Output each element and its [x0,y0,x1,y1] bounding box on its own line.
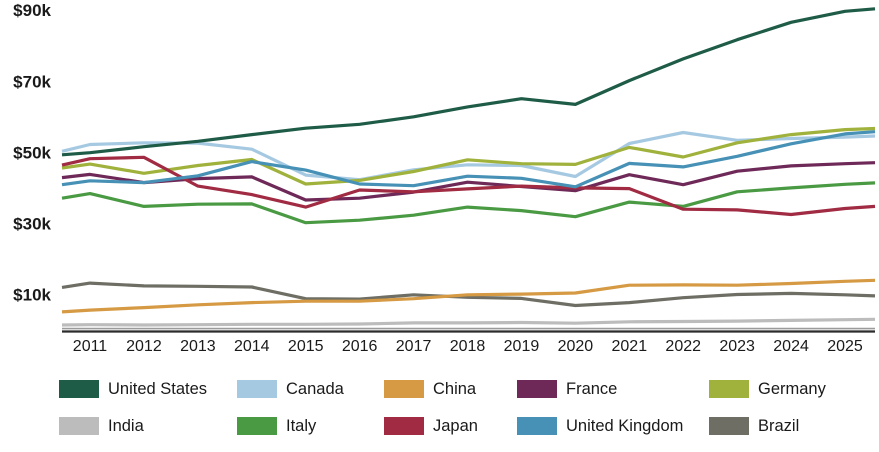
line-brazil [61,281,876,308]
line-germany [61,126,876,186]
x-axis-tick-label-2013: 2013 [180,338,216,355]
x-axis-tick-label-2016: 2016 [342,338,378,355]
x-axis-tick-label-2011: 2011 [73,338,108,355]
y-axis-tick-label-30k: $30k [13,214,51,233]
y-axis-tick-label-50k: $50k [13,143,51,162]
gdp-line-chart-svg: $10k $30k $50k $70k $90k 2011 2012 2013 2014 2015… [13,1,876,355]
x-axis-tick-label-2015: 2015 [288,338,324,355]
line-italy [61,181,876,225]
legend-label-germany: Germany [758,380,826,398]
legend-label-china: China [433,380,477,398]
x-axis-tick-label-2025: 2025 [827,338,863,355]
x-axis-tick-label-2019: 2019 [504,338,540,355]
legend-swatch-japan [384,417,424,435]
legend-item-germany: Germany [709,379,826,399]
legend-swatch-india [59,417,99,435]
line-united-kingdom [61,130,876,189]
legend-label-united-kingdom: United Kingdom [566,417,684,435]
x-axis-tick-label-2018: 2018 [450,338,486,355]
legend-item-brazil: Brazil [709,416,799,436]
y-axis-tick-label-10k: $10k [13,285,51,304]
line-france [61,161,876,202]
x-axis-tick-label-2022: 2022 [665,338,701,355]
legend-swatch-united-kingdom [517,417,557,435]
line-china [61,278,876,314]
legend-item-united-kingdom: United Kingdom [517,416,683,436]
legend-label-india: India [108,417,144,435]
x-axis-tick-label-2020: 2020 [558,338,594,355]
legend-label-italy: Italy [286,417,317,435]
legend-label-canada: Canada [286,380,344,398]
line-india [61,317,876,327]
x-axis-tick-label-2014: 2014 [234,338,270,355]
legend-swatch-china [384,380,424,398]
legend-item-canada: Canada [237,379,344,399]
x-axis-tick-label-2021: 2021 [612,338,648,355]
legend-swatch-france [517,380,557,398]
legend-label-france: France [566,380,618,398]
x-axis-tick-label-2024: 2024 [773,338,809,355]
legend-swatch-united-states [59,380,99,398]
chart-container: $10k $30k $50k $70k $90k 2011 2012 2013 2014 2015… [13,1,876,355]
legend-label-brazil: Brazil [758,417,800,435]
legend-item-united-states: United States [59,379,207,399]
legend-item-france: France [517,379,617,399]
legend-swatch-brazil [709,417,749,435]
y-axis-tick-label-70k: $70k [13,72,51,91]
legend-item-china: China [384,379,476,399]
legend-swatch-germany [709,380,749,398]
x-axis-tick-label-2023: 2023 [719,338,755,355]
legend-swatch-italy [237,417,277,435]
y-axis-tick-label-90k: $90k [13,1,51,20]
legend-label-united-states: United States [108,380,208,398]
x-axis-tick-label-2012: 2012 [126,338,162,355]
legend-item-india: India [59,416,144,436]
legend-item-japan: Japan [384,416,478,436]
legend-label-japan: Japan [433,417,478,435]
legend-swatch-canada [237,380,277,398]
legend-item-italy: Italy [237,416,316,436]
line-united-states [61,7,876,157]
x-axis-tick-label-2017: 2017 [396,338,432,355]
